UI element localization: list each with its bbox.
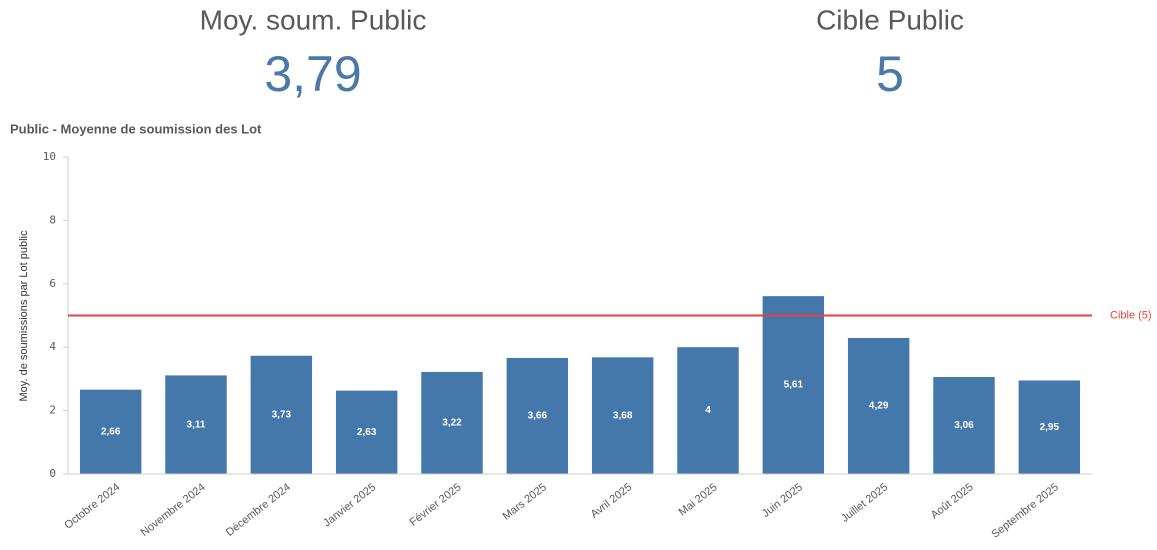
bar: [677, 347, 739, 474]
bar: [1018, 380, 1081, 474]
x-tick-label: Mai 2025: [677, 481, 720, 518]
bar: [421, 371, 483, 474]
value-label: 3,66: [528, 411, 548, 422]
x-tick-label: Mars 2025: [501, 481, 549, 522]
bar: [933, 376, 995, 474]
value-label: 3,22: [442, 418, 462, 429]
bar: [335, 390, 398, 474]
bar: [591, 357, 654, 474]
value-label: 4: [705, 405, 711, 416]
bar: [847, 338, 910, 474]
bar: [165, 375, 227, 474]
value-label: 3,73: [272, 410, 292, 421]
kpi-value: 3,79: [264, 46, 361, 102]
x-tick-label: Février 2025: [408, 481, 464, 528]
value-label: 4,29: [869, 401, 889, 412]
kpi-label: Cible Public: [816, 4, 964, 35]
x-tick-label: Juin 2025: [760, 481, 805, 520]
x-tick-label: Décembre 2024: [224, 481, 293, 539]
bar: [250, 355, 313, 474]
value-label: 5,61: [784, 380, 804, 391]
y-tick-label: 4: [49, 340, 56, 353]
x-tick-label: Septembre 2025: [989, 481, 1060, 541]
reference-label: Cible (5): [1110, 309, 1152, 321]
bar: [79, 389, 142, 474]
y-tick-label: 8: [49, 213, 56, 226]
chart-title: Public - Moyenne de soumission des Lot: [10, 121, 262, 136]
y-tick-label: 10: [43, 150, 56, 163]
value-label: 2,66: [101, 426, 121, 437]
bar: [506, 357, 569, 474]
y-tick-label: 6: [49, 277, 56, 290]
x-tick-label: Janvier 2025: [321, 481, 378, 529]
x-tick-label: Juillet 2025: [839, 481, 890, 525]
value-label: 2,95: [1040, 422, 1060, 433]
kpi-value: 5: [876, 46, 904, 102]
value-label: 3,11: [187, 419, 206, 430]
x-tick-label: Août 2025: [929, 481, 976, 521]
value-label: 3,68: [613, 410, 633, 421]
y-axis-label: Moy. de soumissions par Lot public: [18, 230, 30, 401]
x-tick-label: Avril 2025: [589, 481, 635, 520]
y-tick-label: 0: [49, 467, 56, 480]
y-tick-label: 2: [49, 404, 56, 417]
bar: [762, 296, 825, 474]
value-label: 3,06: [954, 420, 974, 431]
x-tick-label: Novembre 2024: [139, 481, 208, 539]
value-label: 2,63: [357, 427, 377, 438]
kpi-label: Moy. soum. Public: [200, 4, 427, 35]
x-tick-label: Octobre 2024: [62, 481, 122, 531]
